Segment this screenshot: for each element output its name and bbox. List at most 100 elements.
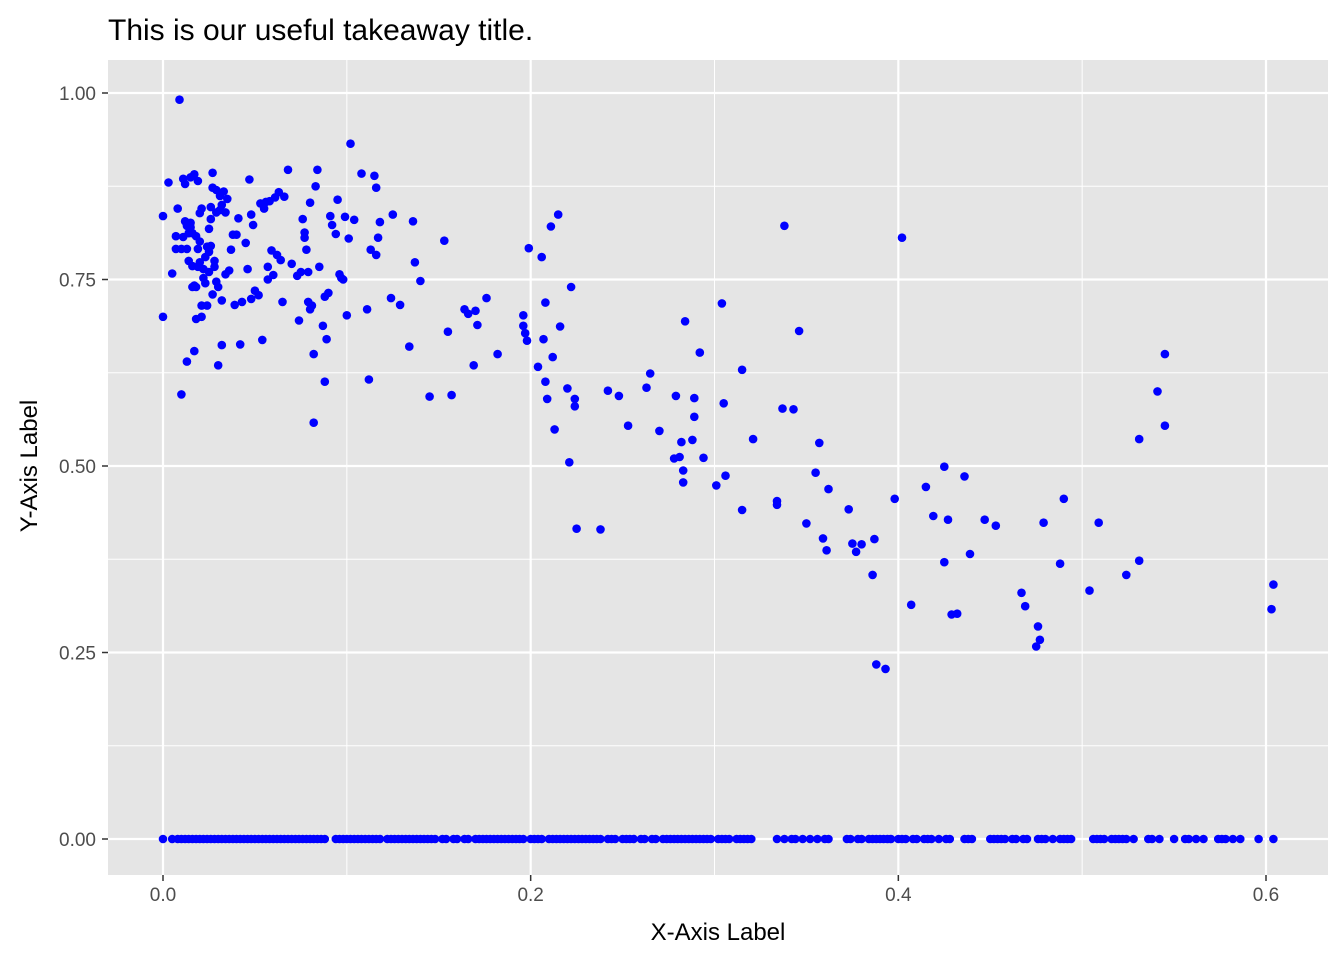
data-point bbox=[1011, 834, 1021, 844]
data-point bbox=[572, 524, 581, 533]
data-point bbox=[278, 297, 287, 307]
data-point bbox=[596, 834, 605, 844]
y-tick-label: 1.00 bbox=[59, 84, 96, 105]
data-point bbox=[712, 481, 721, 490]
data-point bbox=[1022, 834, 1032, 844]
data-point bbox=[645, 369, 655, 378]
data-point bbox=[364, 375, 374, 384]
data-point bbox=[1033, 622, 1043, 631]
data-point bbox=[245, 175, 254, 184]
data-point bbox=[180, 179, 190, 189]
data-point bbox=[1122, 570, 1131, 580]
data-point bbox=[881, 664, 890, 674]
data-point bbox=[217, 340, 227, 350]
data-point bbox=[182, 244, 192, 254]
data-point bbox=[208, 290, 217, 299]
data-point bbox=[737, 505, 747, 515]
data-point bbox=[912, 834, 921, 844]
data-point bbox=[386, 293, 396, 303]
data-point bbox=[1228, 834, 1238, 844]
data-point bbox=[890, 494, 899, 504]
data-point bbox=[1160, 349, 1170, 359]
y-tick-label: 0.25 bbox=[59, 644, 96, 665]
data-point bbox=[717, 299, 727, 308]
data-point bbox=[362, 305, 372, 314]
data-point bbox=[748, 434, 758, 444]
data-point bbox=[221, 208, 230, 217]
data-point bbox=[690, 393, 699, 403]
data-point bbox=[158, 211, 168, 221]
data-point bbox=[331, 229, 341, 239]
data-point bbox=[371, 183, 381, 192]
data-point bbox=[848, 539, 857, 548]
data-point bbox=[680, 317, 690, 326]
data-point bbox=[1094, 518, 1103, 527]
data-point bbox=[1085, 586, 1094, 595]
x-tick-label: 0.2 bbox=[517, 885, 543, 906]
data-point bbox=[452, 834, 462, 844]
data-point bbox=[811, 468, 820, 478]
data-point bbox=[824, 484, 833, 494]
data-point bbox=[237, 297, 247, 307]
data-point bbox=[1039, 518, 1048, 527]
data-point bbox=[1134, 556, 1144, 565]
data-point bbox=[519, 834, 528, 844]
data-point bbox=[603, 386, 613, 396]
data-point bbox=[550, 425, 559, 434]
data-point bbox=[210, 256, 219, 266]
data-point bbox=[815, 438, 824, 448]
data-point bbox=[555, 322, 565, 331]
data-point bbox=[537, 252, 546, 262]
data-point bbox=[522, 336, 532, 346]
data-point bbox=[1099, 834, 1109, 844]
data-point bbox=[870, 534, 879, 544]
data-point bbox=[375, 217, 385, 227]
data-point bbox=[548, 352, 557, 362]
data-point bbox=[276, 255, 286, 265]
data-point bbox=[320, 377, 330, 387]
data-point bbox=[322, 334, 331, 344]
data-point bbox=[824, 834, 833, 844]
data-point bbox=[300, 233, 309, 242]
data-point bbox=[640, 834, 649, 844]
data-point bbox=[193, 176, 203, 186]
data-point bbox=[197, 204, 206, 213]
data-point bbox=[688, 435, 697, 445]
data-point bbox=[539, 334, 548, 344]
data-point bbox=[258, 335, 267, 345]
data-point bbox=[302, 245, 311, 254]
data-point bbox=[1066, 834, 1076, 844]
data-point bbox=[844, 505, 853, 514]
data-point bbox=[370, 171, 379, 181]
data-point bbox=[210, 262, 219, 272]
data-point bbox=[671, 391, 681, 401]
data-point bbox=[469, 361, 479, 370]
data-point bbox=[254, 290, 263, 300]
data-point bbox=[346, 139, 355, 148]
data-point bbox=[327, 220, 337, 230]
data-point bbox=[1221, 834, 1230, 844]
data-point bbox=[307, 301, 317, 310]
data-point bbox=[342, 311, 352, 320]
data-point bbox=[629, 834, 638, 844]
data-point bbox=[1055, 559, 1065, 568]
data-point bbox=[395, 300, 405, 310]
data-point bbox=[695, 348, 705, 357]
data-point bbox=[246, 210, 256, 219]
data-point bbox=[213, 361, 223, 370]
data-point bbox=[846, 834, 855, 844]
data-point bbox=[195, 237, 205, 246]
data-point bbox=[780, 834, 789, 844]
data-point bbox=[563, 384, 572, 393]
data-point bbox=[375, 834, 385, 844]
data-point bbox=[190, 170, 199, 179]
data-point bbox=[1267, 604, 1276, 614]
data-point bbox=[524, 243, 534, 253]
data-point bbox=[167, 269, 177, 278]
data-point bbox=[542, 394, 552, 404]
data-point bbox=[248, 220, 258, 230]
data-point bbox=[596, 525, 605, 534]
data-point bbox=[868, 570, 877, 580]
data-point bbox=[610, 834, 620, 844]
data-point bbox=[721, 471, 730, 481]
